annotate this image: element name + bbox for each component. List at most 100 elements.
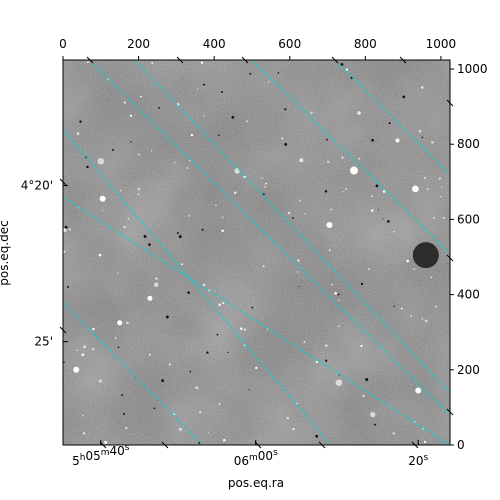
dark-speck — [227, 351, 229, 354]
pixel-axes-ticks: 0 200 400 600 800 1000 0 200 400 600 800 1000 — [59, 37, 487, 452]
dec-tick-label: 25' — [34, 335, 53, 349]
star — [345, 188, 347, 191]
star — [438, 177, 441, 180]
star — [392, 432, 396, 435]
dec-tick-label: 4°20' — [21, 179, 53, 193]
star — [243, 328, 247, 331]
star — [267, 81, 270, 83]
star — [264, 185, 267, 188]
star — [240, 327, 243, 330]
star — [68, 228, 71, 231]
dark-speck — [325, 359, 328, 362]
star — [338, 325, 340, 328]
star — [431, 141, 434, 144]
dec-grid-line — [89, 60, 450, 416]
star — [223, 438, 226, 442]
dark-speck — [187, 291, 190, 294]
dark-speck — [248, 389, 250, 391]
star — [400, 307, 403, 310]
dark-speck — [249, 72, 252, 75]
star — [335, 379, 343, 387]
dark-nebula-blob — [412, 242, 439, 269]
star — [114, 337, 117, 340]
plot-frame — [62, 59, 451, 446]
grid-edge-tick — [241, 56, 249, 64]
dark-speck — [277, 71, 280, 74]
star — [63, 250, 66, 253]
star-field — [63, 60, 445, 444]
image-panel — [63, 60, 450, 445]
star — [315, 360, 318, 364]
star — [76, 349, 78, 352]
star — [413, 268, 416, 270]
star — [102, 210, 104, 212]
bright-star — [326, 222, 333, 229]
dark-speck — [373, 423, 376, 426]
star — [328, 249, 331, 252]
grid-edge-tick — [411, 441, 419, 449]
star — [330, 208, 332, 211]
dark-speck — [251, 306, 254, 309]
star — [304, 213, 306, 215]
dark-speck — [218, 134, 220, 137]
star — [222, 229, 225, 232]
star — [297, 259, 300, 262]
star — [243, 175, 246, 178]
star — [98, 379, 102, 383]
ra-grid-line — [63, 301, 204, 445]
dark-speck — [387, 220, 390, 223]
dark-speck — [375, 184, 379, 188]
dark-speck — [161, 379, 165, 383]
star — [432, 216, 435, 219]
star — [393, 230, 395, 233]
grid-edge-tick — [161, 441, 169, 449]
star — [430, 276, 433, 279]
ra-grid-line — [334, 60, 450, 175]
star — [281, 137, 284, 140]
dark-speck — [206, 351, 209, 354]
star — [299, 199, 302, 202]
star — [151, 149, 153, 152]
dark-speck — [337, 293, 340, 296]
star — [155, 277, 158, 280]
star — [434, 305, 437, 308]
star — [86, 60, 90, 64]
star — [82, 414, 84, 417]
dark-speck — [148, 243, 151, 246]
star — [218, 403, 221, 405]
star — [357, 111, 361, 115]
star — [261, 177, 263, 179]
star — [262, 265, 265, 268]
star — [92, 327, 95, 331]
star — [123, 225, 126, 228]
star — [243, 344, 246, 347]
grid-edge-tick — [331, 56, 339, 64]
grid-edge-tick — [176, 56, 184, 64]
star — [190, 133, 194, 137]
star — [255, 366, 258, 370]
star — [149, 353, 151, 356]
x-axis-label: pos.eq.ra — [228, 476, 284, 490]
star — [362, 395, 365, 397]
star — [195, 386, 199, 390]
star — [245, 120, 248, 123]
star — [342, 190, 344, 193]
dark-speck — [220, 91, 223, 93]
dark-speck — [371, 138, 374, 142]
grid-edge-tick — [86, 56, 94, 64]
star — [117, 272, 119, 275]
dark-speck — [298, 286, 300, 288]
star — [81, 353, 85, 357]
star — [91, 347, 95, 351]
dark-speck — [326, 138, 328, 141]
star — [123, 101, 126, 104]
star — [297, 271, 299, 273]
dark-speck — [292, 217, 294, 219]
star — [412, 185, 419, 193]
dark-speck — [112, 148, 114, 151]
star — [168, 363, 171, 366]
bright-star — [73, 366, 80, 373]
star — [303, 340, 306, 343]
star — [423, 440, 427, 444]
dark-speck — [117, 346, 120, 349]
